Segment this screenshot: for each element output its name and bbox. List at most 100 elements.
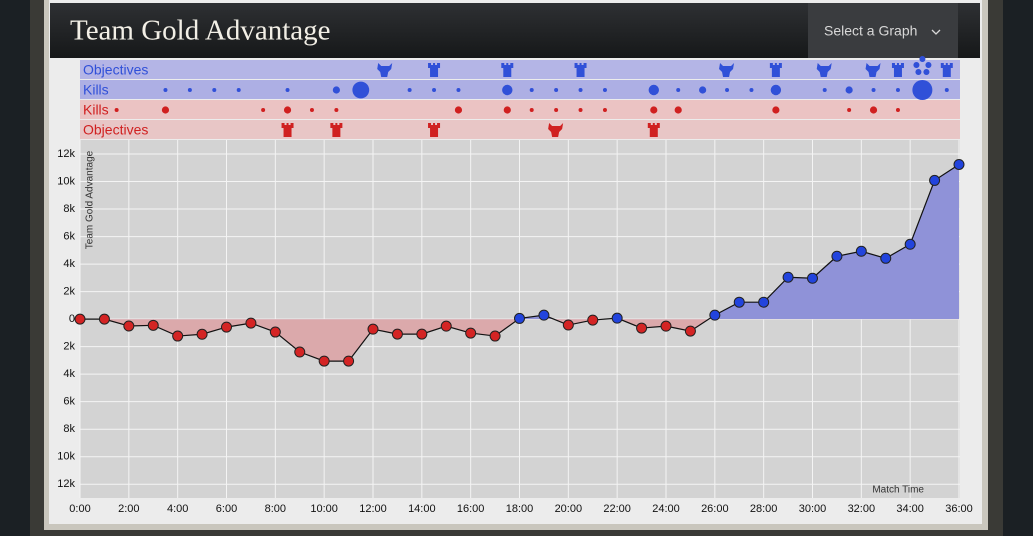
gold-point xyxy=(782,271,794,283)
x-tick-label: 16:00 xyxy=(457,503,485,515)
y-tick-label: 10k xyxy=(57,451,75,463)
objective-icon-tower xyxy=(891,63,904,77)
objective-icon-monster xyxy=(548,123,564,137)
gold-point xyxy=(831,250,843,262)
kill-dot xyxy=(407,88,412,92)
objective-icon-tower xyxy=(281,123,294,137)
kill-dot xyxy=(869,106,878,114)
track-label: Kills xyxy=(83,82,109,98)
gold-point xyxy=(269,326,281,338)
kill-dot xyxy=(912,80,933,100)
kill-dot xyxy=(187,88,192,92)
gold-point xyxy=(440,320,452,332)
x-axis-title: Match Time xyxy=(872,485,924,496)
kill-dot xyxy=(283,106,292,114)
x-tick-label: 2:00 xyxy=(118,503,139,515)
x-tick-label: 26:00 xyxy=(701,503,729,515)
graph-select-label[interactable]: Select a Graph xyxy=(824,23,917,39)
gold-point xyxy=(904,238,916,250)
kill-dot xyxy=(212,88,217,92)
x-tick-label: 10:00 xyxy=(310,503,338,515)
track-band xyxy=(80,120,960,139)
kill-dot xyxy=(602,88,607,92)
page-title: Team Gold Advantage xyxy=(70,15,331,47)
kill-dot xyxy=(285,88,290,92)
kill-dot xyxy=(334,108,339,112)
track-band xyxy=(80,100,960,119)
gold-point xyxy=(929,174,941,186)
kill-dot xyxy=(650,106,658,114)
x-tick-label: 34:00 xyxy=(896,503,924,515)
gold-point xyxy=(880,252,892,264)
objective-icon-tower xyxy=(428,63,441,77)
x-tick-label: 18:00 xyxy=(506,503,534,515)
objective-icon-monster xyxy=(719,63,735,77)
x-tick-label: 4:00 xyxy=(167,503,188,515)
objective-icon-tower xyxy=(940,63,953,77)
objective-icon-monster xyxy=(816,63,832,77)
track-band xyxy=(80,80,960,99)
kill-dot xyxy=(456,88,461,92)
gold-point xyxy=(343,355,355,367)
x-tick-label: 22:00 xyxy=(603,503,631,515)
gold-point xyxy=(367,323,379,335)
y-axis-title: Team Gold Advantage xyxy=(85,150,96,249)
objective-icon-tower xyxy=(428,123,441,137)
y-tick-label: 4k xyxy=(63,258,75,270)
y-tick-label: 0 xyxy=(69,313,75,325)
gold-point xyxy=(147,319,159,331)
kill-dot xyxy=(895,88,900,92)
kill-dot xyxy=(352,81,370,99)
gold-point xyxy=(684,325,696,337)
kill-dot xyxy=(772,106,780,114)
kill-dot xyxy=(845,86,853,94)
y-tick-label: 8k xyxy=(63,423,75,435)
gold-point xyxy=(855,245,867,257)
x-tick-label: 32:00 xyxy=(848,503,876,515)
y-tick-label: 4k xyxy=(63,368,75,380)
objective-icon-tower xyxy=(330,123,343,137)
gold-point xyxy=(514,312,525,324)
gold-point xyxy=(318,355,330,367)
kill-dot xyxy=(454,106,463,114)
kill-dot xyxy=(847,108,852,112)
kill-dot xyxy=(871,88,876,92)
x-tick-label: 24:00 xyxy=(652,503,680,515)
gold-point xyxy=(953,158,965,170)
kill-dot xyxy=(309,108,314,112)
gold-point xyxy=(587,314,599,326)
x-tick-label: 0:00 xyxy=(69,503,90,515)
objective-icon-tower xyxy=(501,63,514,77)
kill-dot xyxy=(529,88,534,92)
dropdown-chevron[interactable] xyxy=(931,29,941,35)
kill-dot xyxy=(529,108,534,112)
gold-point xyxy=(538,309,550,321)
gold-point xyxy=(758,296,770,308)
gold-point xyxy=(172,330,184,342)
x-tick-label: 36:00 xyxy=(945,503,973,515)
kill-dot xyxy=(648,84,659,96)
area-positive xyxy=(80,164,959,320)
x-tick-label: 30:00 xyxy=(799,503,827,515)
track-label: Objectives xyxy=(83,62,148,78)
kill-dot xyxy=(432,88,437,92)
x-tick-label: 28:00 xyxy=(750,503,778,515)
kill-dot xyxy=(554,88,559,92)
y-tick-label: 2k xyxy=(63,286,75,298)
objective-icon-monster xyxy=(377,63,393,77)
gold-point xyxy=(611,312,623,324)
gold-point xyxy=(123,320,135,332)
gold-point xyxy=(489,330,501,342)
x-tick-label: 14:00 xyxy=(408,503,436,515)
objective-icon-tower xyxy=(574,63,587,77)
kill-dot xyxy=(503,106,511,114)
gold-point xyxy=(221,321,232,333)
x-tick-label: 6:00 xyxy=(216,503,237,515)
objective-icon-monster xyxy=(865,63,881,77)
x-tick-label: 12:00 xyxy=(359,503,387,515)
kill-dot xyxy=(602,108,607,112)
y-tick-label: 10k xyxy=(57,175,75,187)
kill-dot xyxy=(944,88,949,92)
gold-point xyxy=(807,272,818,284)
kill-dot xyxy=(822,88,827,92)
